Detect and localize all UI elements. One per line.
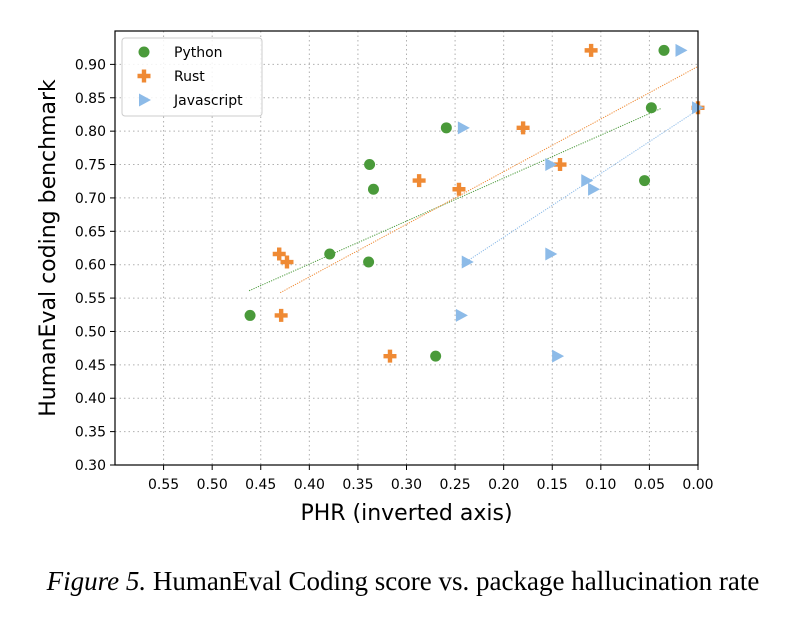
y-axis-title: HumanEval coding benchmark <box>36 79 61 417</box>
javascript-point <box>581 174 594 188</box>
javascript-point <box>588 182 601 196</box>
x-tick-label: 0.50 <box>197 477 228 493</box>
javascript-point <box>457 121 470 135</box>
legend-python-marker <box>138 46 150 58</box>
y-axis-ticks: 0.30 0.35 0.40 0.45 0.50 0.55 0.60 0.65 0.70 0.75… <box>75 57 115 474</box>
rust-point <box>383 349 397 363</box>
y-tick-label: 0.40 <box>75 391 106 407</box>
python-trend-line <box>248 107 662 292</box>
rust-point <box>412 174 426 188</box>
legend-python-label: Python <box>174 45 223 61</box>
python-point <box>430 350 442 362</box>
legend: Python Rust Javascript <box>121 37 263 117</box>
rust-point <box>274 308 288 322</box>
y-tick-label: 0.45 <box>75 358 106 374</box>
x-tick-label: 0.35 <box>342 477 373 493</box>
x-tick-label: 0.00 <box>682 477 713 493</box>
rust-trend-line <box>279 65 699 294</box>
x-tick-label: 0.25 <box>439 477 470 493</box>
x-tick-label: 0.10 <box>585 477 616 493</box>
rust-point <box>272 247 286 261</box>
legend-rust-marker <box>137 69 151 83</box>
legend-javascript-label: Javascript <box>173 93 243 109</box>
y-tick-label: 0.75 <box>75 158 106 174</box>
x-tick-label: 0.05 <box>634 477 665 493</box>
legend-rust-label: Rust <box>174 69 205 85</box>
grid <box>115 31 699 466</box>
rust-point <box>280 255 294 269</box>
y-tick-label: 0.65 <box>75 224 106 240</box>
y-tick-label: 0.85 <box>75 91 106 107</box>
python-point <box>645 102 657 114</box>
legend-javascript-marker <box>139 93 151 107</box>
x-axis-ticks: 0.55 0.50 0.45 0.40 0.35 0.30 0.25 0.20 0.15 0.10… <box>148 465 714 493</box>
rust-point <box>553 158 567 172</box>
x-tick-label: 0.30 <box>391 477 422 493</box>
y-tick-label: 0.50 <box>75 324 106 340</box>
figure-caption: Figure 5. HumanEval Coding score vs. pac… <box>0 566 806 597</box>
data-points <box>244 43 705 363</box>
rust-point <box>516 121 530 135</box>
caption-text: HumanEval Coding score vs. package hallu… <box>152 566 760 596</box>
javascript-point <box>675 43 688 57</box>
python-point <box>639 175 651 187</box>
x-tick-label: 0.55 <box>148 477 179 493</box>
y-tick-label: 0.90 <box>75 57 106 73</box>
y-tick-label: 0.80 <box>75 124 106 140</box>
y-tick-label: 0.55 <box>75 291 106 307</box>
y-tick-label: 0.60 <box>75 258 106 274</box>
scatter-chart: 0.55 0.50 0.45 0.40 0.35 0.30 0.25 0.20 0.15 0.10… <box>36 30 714 526</box>
rust-point <box>584 43 598 57</box>
x-tick-label: 0.15 <box>537 477 568 493</box>
y-tick-label: 0.70 <box>75 191 106 207</box>
javascript-point <box>545 247 558 261</box>
x-axis-title: PHR (inverted axis) <box>300 501 512 526</box>
python-point <box>658 44 670 56</box>
x-tick-label: 0.45 <box>245 477 276 493</box>
javascript-point <box>461 255 474 269</box>
y-tick-label: 0.30 <box>75 458 106 474</box>
figure-label: Figure 5. <box>46 566 147 596</box>
rust-point <box>452 182 466 196</box>
python-point <box>367 183 379 195</box>
python-point <box>324 248 336 260</box>
python-point <box>364 159 376 171</box>
x-tick-label: 0.40 <box>294 477 325 493</box>
python-point <box>363 256 375 268</box>
trend-lines <box>248 65 699 294</box>
x-tick-label: 0.20 <box>488 477 519 493</box>
legend-box <box>121 37 263 117</box>
y-tick-label: 0.35 <box>75 425 106 441</box>
python-point <box>244 309 256 321</box>
javascript-point <box>545 158 558 172</box>
javascript-point <box>455 308 468 322</box>
python-point <box>440 122 452 134</box>
javascript-point <box>552 349 565 363</box>
